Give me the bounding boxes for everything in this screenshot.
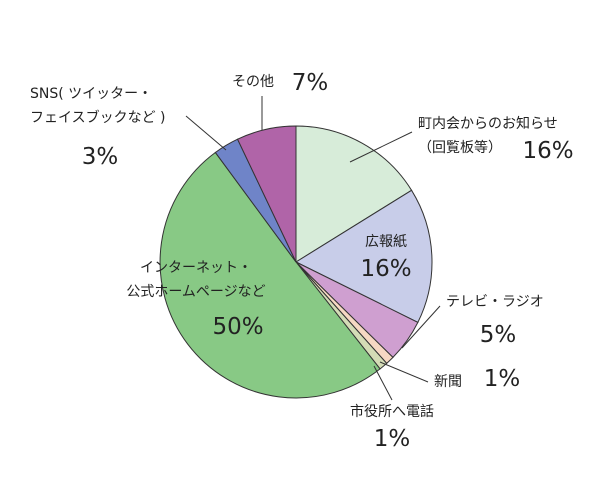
slice-label-sonota: その他	[232, 74, 274, 90]
slice-label-chonaikai: （回覧板等）	[418, 139, 502, 156]
slice-value-kohoshi: 16%	[360, 256, 411, 282]
slice-value-chonaikai: 16%	[522, 138, 573, 164]
leader-line-chonaikai	[349, 131, 413, 163]
slice-label-shinbun: 新聞	[434, 374, 462, 390]
leader-line-tv-radio	[401, 305, 441, 349]
pie-slice-sonota	[236, 125, 297, 263]
pie-slices	[159, 125, 433, 399]
slice-label-kohoshi: 広報紙	[365, 234, 407, 250]
leader-line-shiyakusho	[373, 365, 393, 401]
pie-slice-internet	[159, 151, 381, 399]
slice-label-sns: SNS( ツイッター・	[30, 86, 152, 102]
slice-labels: 町内会からのお知らせ （回覧板等） 16% 広報紙 16% テレビ・ラジオ 5% 新聞 1% 市役…	[30, 70, 574, 452]
slice-label-tv-radio: テレビ・ラジオ	[446, 294, 544, 310]
leader-line-shinbun	[379, 361, 429, 383]
slice-value-sns: 3%	[82, 144, 119, 170]
slice-label-internet: インターネット・	[140, 260, 252, 276]
slice-value-tv-radio: 5%	[480, 322, 517, 348]
slice-value-sonota: 7%	[292, 70, 329, 96]
leader-line-sns	[185, 115, 227, 151]
slice-label-internet: 公式ホームページなど	[126, 284, 265, 300]
slice-label-shiyakusho: 市役所へ電話	[350, 403, 434, 420]
pie-slice-kohoshi	[294, 189, 433, 324]
slice-value-shiyakusho: 1%	[374, 426, 411, 452]
slice-value-internet: 50%	[212, 314, 263, 340]
leader-lines	[185, 96, 441, 401]
slice-label-chonaikai: 町内会からのお知らせ	[418, 115, 558, 132]
slice-value-shinbun: 1%	[484, 366, 521, 392]
slice-label-sns: フェイスブックなど )	[30, 109, 166, 126]
pie-slice-chonaikai	[295, 125, 413, 263]
